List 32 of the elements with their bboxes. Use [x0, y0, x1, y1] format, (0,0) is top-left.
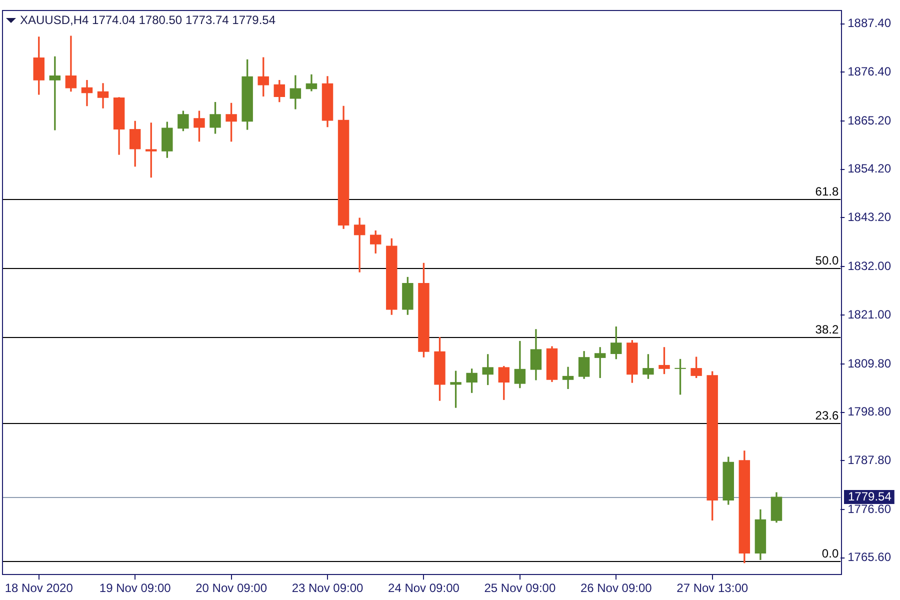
y-tick-label: 1832.00: [848, 259, 892, 274]
y-tick-label: 1809.80: [848, 356, 892, 370]
candlestick: [65, 36, 77, 92]
annotation: 61.8: [815, 184, 839, 198]
y-tick-label: 1798.80: [848, 404, 892, 419]
x-tick-label: 24 Nov 09:00: [388, 581, 460, 596]
y-tick-label: 1854.20: [848, 162, 892, 176]
x-tick-label: 19 Nov 09:00: [99, 581, 172, 596]
x-tick-label: 20 Nov 09:00: [196, 581, 268, 596]
annotation: 0.0: [822, 546, 839, 560]
x-tick-label: 27 Nov 13:00: [676, 581, 748, 596]
y-tick-label: 1765.60: [848, 550, 892, 564]
y-tick-label: 1887.40: [848, 16, 892, 30]
y-tick-label: 1865.20: [848, 113, 892, 128]
candlestick: [562, 366, 574, 389]
annotation: 50.0: [815, 253, 839, 268]
y-tick-label: 1876.40: [848, 64, 892, 78]
y-tick-label: 1787.80: [848, 452, 892, 467]
annotation: 38.2: [815, 322, 839, 336]
x-tick-label: 18 Nov 2020: [4, 581, 74, 596]
x-tick-label: 25 Nov 09:00: [484, 581, 556, 596]
ref-line-label: 1779.54: [848, 489, 892, 504]
annotation: 23.6: [815, 408, 839, 422]
x-tick-label: 26 Nov 09:00: [580, 581, 652, 596]
y-tick-label: 1776.60: [848, 502, 892, 516]
candlestick: [354, 218, 366, 272]
candlestick: [97, 83, 109, 108]
candlestick: [81, 80, 93, 106]
y-tick-label: 1843.20: [848, 210, 892, 224]
chart-title: XAUUSD,H4 1774.04 1780.50 1773.74 1779.54: [20, 13, 276, 27]
y-tick-label: 1821.00: [848, 307, 892, 322]
x-tick-label: 23 Nov 09:00: [292, 581, 364, 596]
